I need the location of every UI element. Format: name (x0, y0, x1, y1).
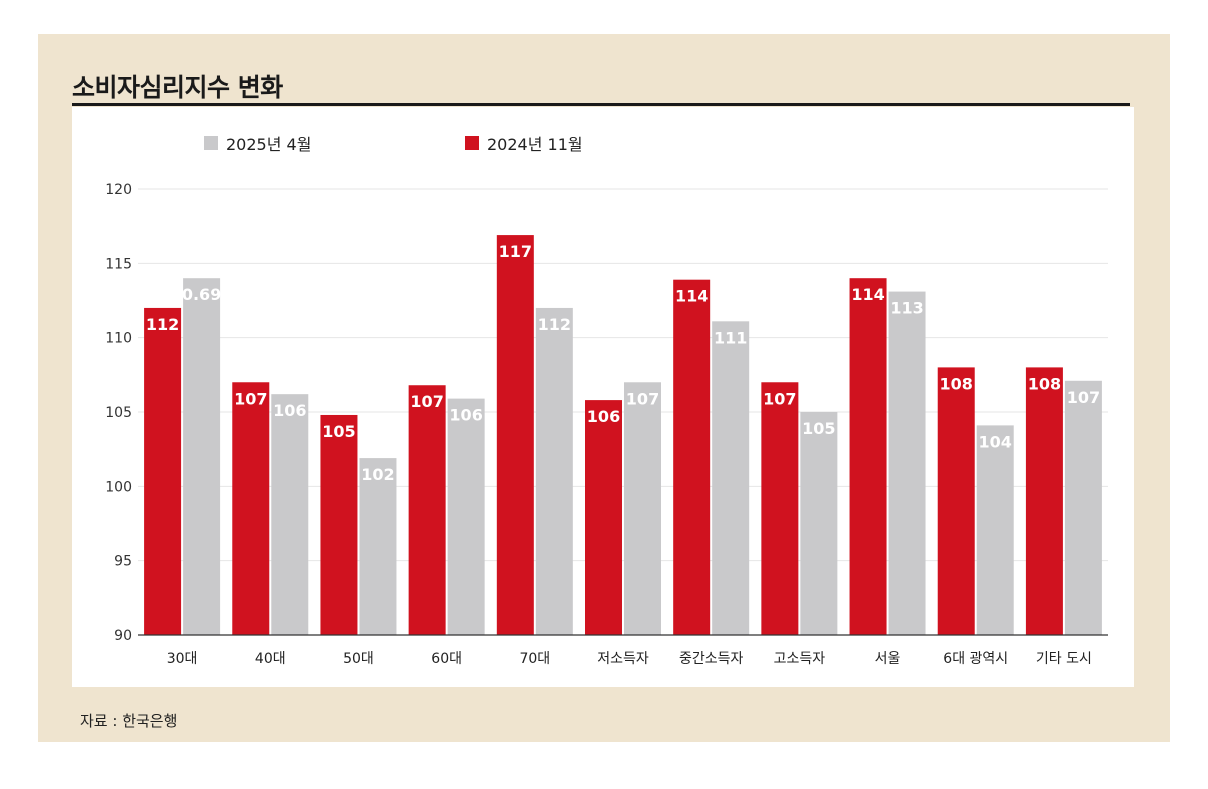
x-category-label: 60대 (431, 651, 462, 667)
y-tick-label: 105 (105, 405, 132, 421)
legend-swatch-red (465, 136, 479, 150)
bar-2024-11 (761, 382, 799, 635)
y-tick-label: 95 (114, 554, 132, 570)
bar-2025-04 (1064, 380, 1102, 635)
bar-2025-04 (624, 382, 661, 635)
legend-swatch-gray (204, 136, 218, 150)
data-label: 105 (322, 422, 355, 441)
y-tick-label: 90 (114, 628, 132, 644)
bar-2024-11 (496, 235, 534, 635)
x-category-label: 50대 (343, 651, 374, 667)
x-category-label: 중간소득자 (679, 651, 744, 667)
y-tick-label: 110 (105, 331, 132, 347)
data-label: 112 (146, 315, 179, 334)
data-label: 113 (890, 299, 923, 318)
y-tick-label: 120 (105, 182, 132, 198)
data-label: 106 (449, 406, 482, 425)
data-label: 102 (361, 465, 394, 484)
bar-2024-11 (144, 307, 182, 635)
x-category-label: 서울 (875, 651, 901, 667)
data-label: 0.69 (182, 285, 221, 304)
source-note: 자료 : 한국은행 (80, 712, 178, 730)
data-label: 107 (626, 389, 659, 408)
legend-label: 2025년 4월 (226, 135, 312, 154)
bar-2025-04 (976, 425, 1014, 635)
data-label: 106 (273, 401, 306, 420)
y-tick-label: 115 (105, 256, 132, 272)
data-label: 117 (499, 242, 532, 261)
data-label: 114 (675, 287, 708, 306)
data-label: 108 (940, 374, 973, 393)
bar-2024-11 (849, 278, 887, 635)
bar-2025-04 (183, 278, 221, 635)
chart-title: 소비자심리지수 변화 (72, 73, 283, 102)
bar-2025-04 (535, 307, 573, 635)
bar-2025-04 (888, 291, 926, 635)
bar-2024-11 (232, 382, 270, 635)
bar-2024-11 (408, 385, 446, 635)
y-tick-label: 100 (105, 479, 132, 495)
legend-item-2024-11: 2024년 11월 (465, 131, 583, 155)
data-label: 104 (979, 432, 1012, 451)
data-label: 106 (587, 407, 620, 426)
data-label: 112 (538, 315, 571, 334)
x-category-label: 30대 (167, 651, 198, 667)
data-label: 111 (714, 328, 747, 347)
data-label: 107 (410, 392, 443, 411)
bar-2024-11 (1025, 367, 1063, 635)
bar-2024-11 (937, 367, 975, 635)
bar-2025-04 (800, 412, 838, 635)
bar-2024-11 (673, 279, 711, 635)
data-label: 107 (1067, 388, 1100, 407)
x-category-label: 기타 도시 (1036, 651, 1092, 667)
legend-item-2025-04: 2025년 4월 (204, 131, 311, 155)
title-rule (72, 103, 1130, 106)
x-category-label: 40대 (255, 651, 286, 667)
data-label: 108 (1028, 374, 1061, 393)
bar-2024-11 (320, 414, 358, 635)
x-category-label: 6대 광역시 (943, 651, 1008, 667)
bar-2025-04 (447, 398, 485, 635)
bar-2025-04 (271, 394, 309, 635)
bar-2025-04 (359, 458, 397, 635)
legend-label: 2024년 11월 (487, 135, 583, 154)
data-label: 107 (234, 389, 267, 408)
x-category-label: 70대 (519, 651, 550, 667)
data-label: 107 (763, 389, 796, 408)
x-category-label: 고소득자 (774, 651, 826, 667)
x-category-label: 저소득자 (597, 651, 649, 667)
data-label: 114 (851, 285, 884, 304)
bar-2025-04 (712, 321, 750, 635)
bar-2024-11 (585, 400, 622, 635)
data-label: 105 (802, 419, 835, 438)
